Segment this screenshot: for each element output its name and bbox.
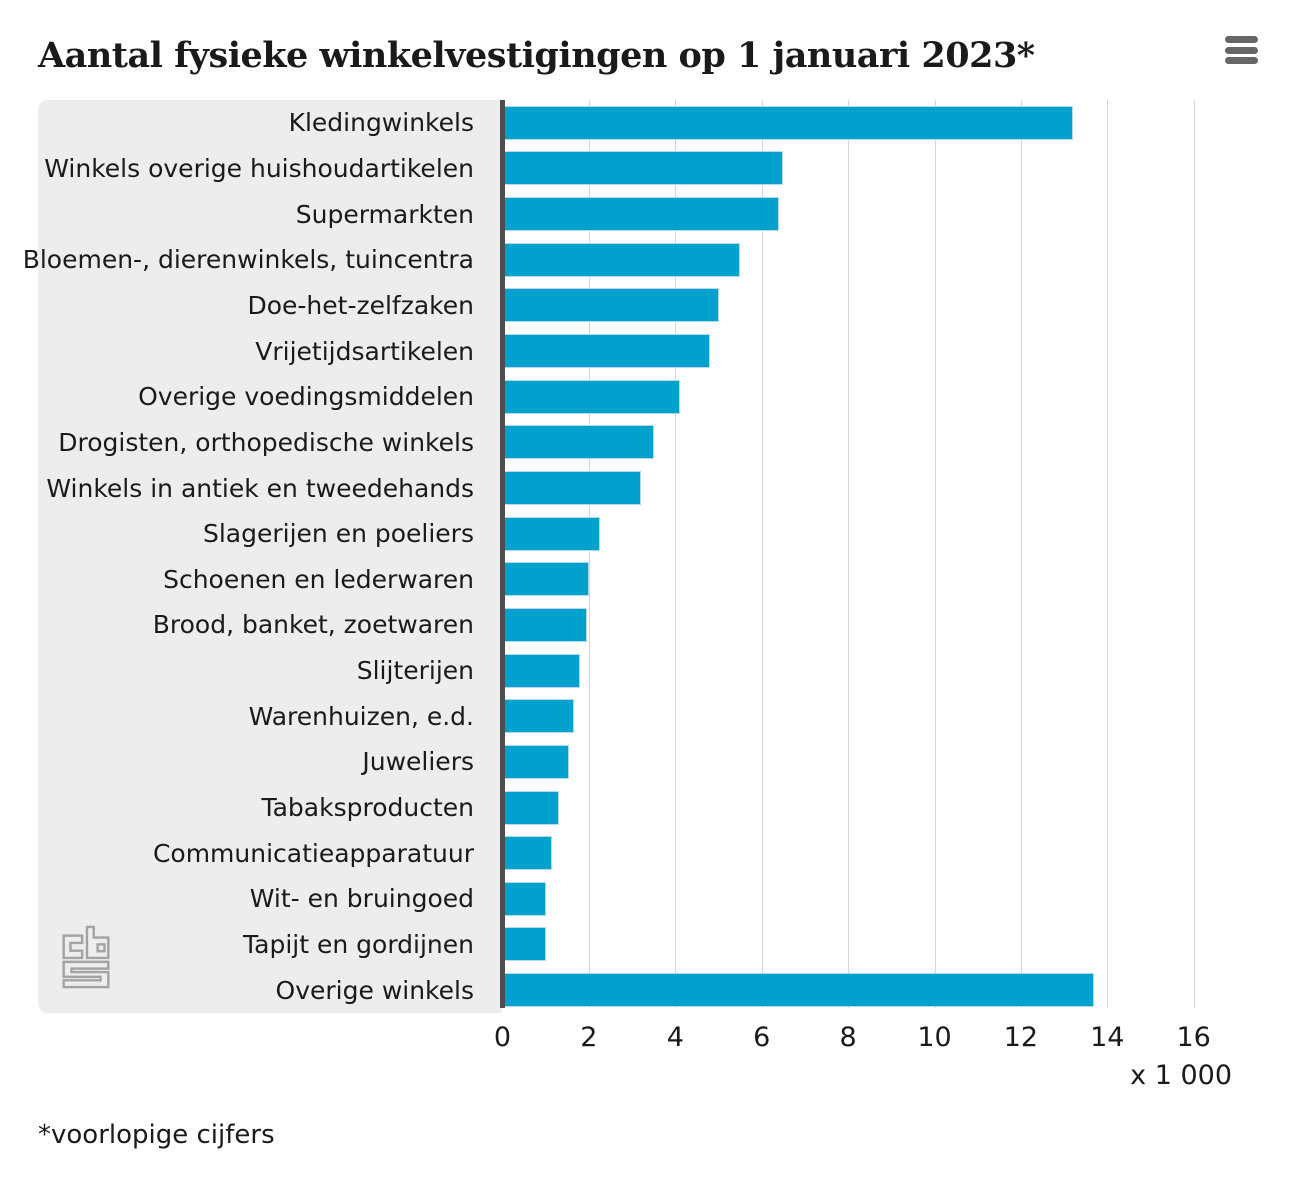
category-label: Warenhuizen, e.d. (248, 701, 474, 731)
footnote: *voorlopige cijfers (38, 1120, 275, 1150)
hamburger-bar (1225, 57, 1258, 64)
bar[interactable] (502, 607, 587, 642)
bar[interactable] (502, 836, 553, 871)
chart-row: Winkels overige huishoudartikelen (38, 146, 1294, 192)
gridline (1020, 100, 1022, 1008)
gridline (934, 100, 936, 1008)
hamburger-bar (1225, 36, 1258, 43)
cbs-logo-s (62, 960, 110, 989)
x-tick-label: 12 (1003, 1022, 1039, 1053)
chart-row: Brood, banket, zoetwaren (38, 602, 1294, 648)
cbs-logo-b (85, 925, 110, 960)
chart-row: Overige winkels (38, 967, 1294, 1013)
gridline (1107, 100, 1109, 1008)
category-label: Vrijetijdsartikelen (255, 336, 474, 366)
bar[interactable] (502, 242, 741, 277)
chart-row: Communicatieapparatuur (38, 830, 1294, 876)
category-label: Communicatieapparatuur (152, 838, 474, 868)
x-tick-label: 16 (1176, 1022, 1211, 1053)
category-label: Supermarkten (295, 199, 474, 229)
bar[interactable] (502, 881, 546, 916)
bar[interactable] (502, 744, 570, 779)
category-label: Winkels in antiek en tweedehands (46, 473, 474, 503)
x-tick-label: 8 (839, 1022, 857, 1053)
gridline (675, 100, 677, 1008)
hamburger-menu-icon[interactable] (1225, 36, 1258, 64)
y-axis-line (500, 100, 505, 1008)
x-axis-unit-label: x 1 000 (1130, 1060, 1232, 1091)
chart-row: Kledingwinkels (38, 100, 1294, 146)
category-label: Schoenen en lederwaren (163, 564, 474, 594)
chart-row: Winkels in antiek en tweedehands (38, 465, 1294, 511)
category-label: Drogisten, orthopedische winkels (58, 427, 474, 457)
bar[interactable] (502, 151, 784, 186)
category-label: Wit- en bruingoed (249, 884, 474, 914)
gridline (588, 100, 590, 1008)
category-label: Tapijt en gordijnen (243, 930, 474, 959)
category-label: Juweliers (362, 747, 474, 777)
category-label: Slijterijen (356, 656, 474, 686)
chart-row: Schoenen en lederwaren (38, 557, 1294, 603)
category-label: Overige voedingsmiddelen (138, 382, 474, 412)
chart-row: Bloemen-, dierenwinkels, tuincentra (22, 237, 1294, 283)
category-label: Bloemen-, dierenwinkels, tuincentra (22, 245, 474, 275)
category-label: Overige winkels (275, 975, 474, 1005)
gridline (1193, 100, 1195, 1008)
category-label: Kledingwinkels (288, 108, 474, 138)
chart-row: Slagerijen en poeliers (38, 511, 1294, 557)
chart-row: Tapijt en gordijnen (38, 922, 1294, 968)
category-label: Brood, banket, zoetwaren (152, 610, 474, 640)
x-tick-label: 14 (1090, 1022, 1125, 1053)
bar[interactable] (502, 334, 710, 369)
bar[interactable] (502, 973, 1095, 1008)
category-label: Slagerijen en poeliers (202, 519, 474, 549)
cbs-logo-b-hole (96, 943, 106, 953)
gridline (761, 100, 763, 1008)
bar[interactable] (502, 470, 641, 505)
cbs-logo-c (62, 934, 84, 960)
category-label: Winkels overige huishoudartikelen (44, 153, 474, 183)
x-tick-label: 0 (493, 1022, 512, 1053)
category-label-panel (38, 100, 502, 1013)
x-tick-label: 10 (917, 1022, 952, 1053)
bar[interactable] (502, 699, 574, 734)
chart-row: Supermarkten (38, 191, 1294, 237)
bar[interactable] (502, 653, 581, 688)
x-tick-label: 2 (580, 1022, 598, 1053)
bar[interactable] (502, 197, 779, 232)
bar[interactable] (502, 288, 719, 323)
chart-row: Slijterijen (38, 648, 1294, 694)
chart-row: Doe-het-zelfzaken (38, 283, 1294, 329)
category-label: Doe-het-zelfzaken (247, 290, 474, 320)
chart-row: Warenhuizen, e.d. (38, 693, 1294, 739)
gridline (848, 100, 850, 1008)
bar[interactable] (502, 790, 559, 825)
chart-row: Wit- en bruingoed (38, 876, 1294, 922)
category-label: Tabaksproducten (261, 793, 474, 823)
chart-row: Overige voedingsmiddelen (38, 374, 1294, 420)
chart-row: Vrijetijdsartikelen (38, 328, 1294, 374)
chart-row: Tabaksproducten (38, 785, 1294, 831)
bar-chart: Kledingwinkels Winkels overige huishoudar… (22, 100, 1294, 1053)
bar[interactable] (502, 379, 680, 414)
chart-row: Drogisten, orthopedische winkels (38, 420, 1294, 466)
bar[interactable] (502, 425, 654, 460)
bar[interactable] (502, 562, 589, 597)
chart-title: Aantal fysieke winkelvestigingen op 1 ja… (38, 35, 1035, 77)
chart-row: Juweliers (38, 739, 1294, 785)
cbs-logo (62, 925, 110, 989)
plot-area (503, 100, 1294, 1008)
bar[interactable] (502, 927, 546, 962)
x-tick-label: 4 (666, 1022, 684, 1053)
x-tick-label: 6 (753, 1022, 771, 1053)
bar[interactable] (502, 516, 600, 551)
hamburger-bar (1225, 46, 1258, 54)
bar[interactable] (502, 105, 1073, 140)
